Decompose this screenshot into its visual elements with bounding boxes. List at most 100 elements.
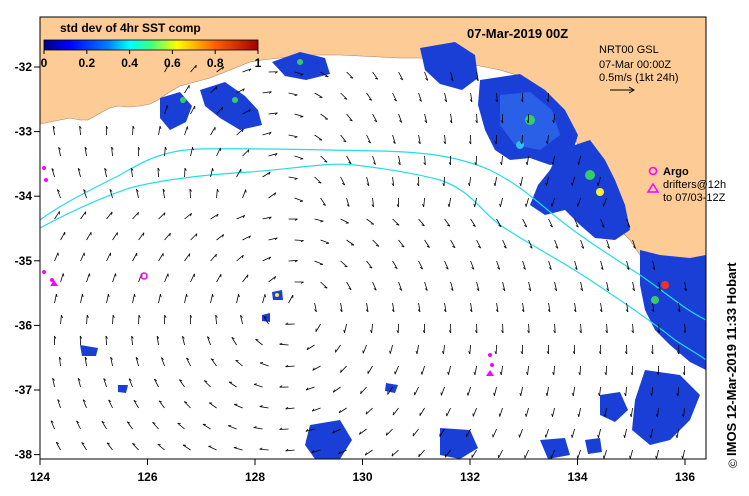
current-vector <box>294 239 304 241</box>
current-vector <box>57 399 61 409</box>
current-vector <box>626 302 629 312</box>
current-vector <box>474 197 477 207</box>
current-vector-head <box>472 224 476 227</box>
current-vector-head <box>391 183 395 187</box>
current-vector <box>110 357 113 367</box>
current-vector <box>259 406 269 409</box>
current-vector-head <box>320 220 324 223</box>
current-vector <box>443 344 445 354</box>
current-vector-head <box>186 357 190 361</box>
current-vector <box>391 449 399 457</box>
current-vector-head <box>399 120 402 123</box>
current-vector-head <box>601 225 605 228</box>
current-vector <box>372 239 380 247</box>
current-vector <box>418 449 425 458</box>
current-vector <box>156 336 159 346</box>
current-vector-head <box>572 351 575 355</box>
current-vector-head <box>675 434 678 439</box>
current-vector-head <box>131 335 134 339</box>
credit-text: IMOS 12-Mar-2019 11:33 Hobart <box>724 262 739 456</box>
current-vector <box>259 362 269 367</box>
current-vector <box>242 235 251 241</box>
current-vector-head <box>55 441 59 445</box>
current-vector-head <box>159 125 162 130</box>
current-vector <box>626 260 630 270</box>
current-vector-head <box>369 266 373 269</box>
current-vector <box>470 302 473 312</box>
current-vector <box>359 428 367 435</box>
current-vector <box>135 357 139 367</box>
y-tick-label: -33 <box>15 125 33 139</box>
current-vector-head <box>521 309 525 313</box>
current-vector-head <box>314 309 317 313</box>
current-vector-head <box>682 372 685 376</box>
current-vector <box>109 189 113 199</box>
current-vector <box>600 260 604 270</box>
current-vector <box>259 448 269 451</box>
current-vector <box>346 197 350 207</box>
current-vector-head <box>346 204 350 207</box>
y-tick-label: -35 <box>15 254 33 268</box>
current-vector <box>470 218 476 227</box>
current-vector <box>476 71 479 81</box>
current-vector <box>494 386 497 396</box>
current-vector <box>450 281 454 291</box>
y-tick-label: -37 <box>15 383 33 397</box>
current-vector <box>630 407 633 417</box>
current-vector-head <box>184 167 187 171</box>
current-vector-head <box>529 246 533 249</box>
current-vector-head <box>50 420 54 423</box>
current-vector-head <box>138 314 141 318</box>
current-vector-head <box>550 203 553 207</box>
x-tick-label: 132 <box>460 470 480 484</box>
current-vector-head <box>396 330 399 334</box>
current-vector-head <box>681 455 684 459</box>
current-vector-head <box>576 455 579 459</box>
current-vector-head <box>52 125 56 129</box>
current-vector <box>86 314 88 325</box>
current-vector <box>394 365 399 375</box>
current-vector <box>372 281 377 291</box>
current-vector-head <box>241 128 244 132</box>
current-vector-head <box>192 147 194 151</box>
current-vector-head <box>524 224 528 228</box>
current-vector <box>106 211 113 220</box>
current-vector-head <box>253 426 257 428</box>
current-vector <box>676 428 679 438</box>
colorbar-tick-label: 0.8 <box>207 56 224 70</box>
current-vector-head <box>571 182 573 186</box>
current-vector-head <box>495 99 498 103</box>
current-vector <box>332 428 341 434</box>
current-vector <box>682 449 685 459</box>
current-vector <box>632 323 634 333</box>
current-vector <box>285 365 295 368</box>
current-vector <box>554 239 559 249</box>
current-vector <box>412 428 419 437</box>
current-vector-head <box>501 330 504 334</box>
current-vector-head <box>235 359 239 362</box>
current-vector-head <box>624 351 628 355</box>
current-vector-head <box>294 136 298 139</box>
current-vector-head <box>607 246 610 249</box>
current-vector-head <box>600 267 604 270</box>
current-vector-head <box>545 392 548 397</box>
current-vector-head <box>340 369 342 373</box>
current-vector <box>184 126 188 136</box>
current-vector <box>179 379 185 388</box>
current-vector-head <box>418 141 421 145</box>
current-vector <box>469 176 471 186</box>
current-vector-head <box>580 288 583 292</box>
current-vector-head <box>649 434 652 438</box>
current-vector <box>418 302 421 312</box>
current-vector <box>603 197 607 207</box>
current-vector <box>189 188 191 199</box>
current-vector-head <box>268 171 271 175</box>
current-vector <box>268 237 278 241</box>
current-vector <box>268 192 277 199</box>
y-tick-label: -36 <box>15 318 33 332</box>
current-vector-head <box>419 99 422 102</box>
current-vector-head <box>419 266 423 270</box>
contour-line-south <box>40 163 706 361</box>
current-vector <box>450 113 453 123</box>
current-vector-head <box>468 141 472 145</box>
